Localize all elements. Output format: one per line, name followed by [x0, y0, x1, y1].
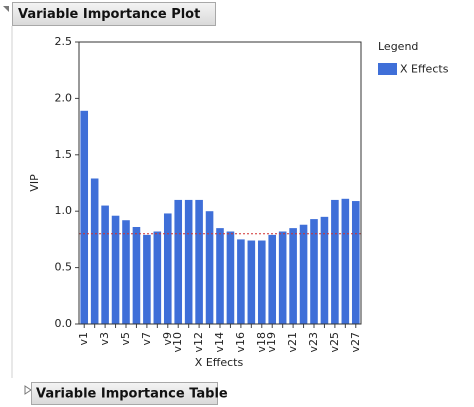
x-tick-label: v5 [119, 332, 132, 346]
y-tick-label: 2.0 [55, 91, 73, 104]
y-axis-label: VIP [28, 174, 41, 192]
y-tick-label: 2.5 [55, 35, 73, 48]
bar [132, 226, 141, 324]
bar [331, 199, 339, 324]
x-tick-label: v7 [140, 332, 153, 346]
outline-title: Variable Importance Table [36, 387, 228, 402]
outline-header[interactable] [12, 2, 216, 26]
bar [351, 201, 360, 324]
x-tick-label: v12 [192, 332, 205, 353]
disclosure-icon[interactable] [24, 385, 32, 395]
x-tick-label: v3 [98, 332, 111, 346]
x-tick-label: v10 [171, 332, 184, 353]
bar [226, 231, 235, 324]
x-axis-label: X Effects [195, 356, 244, 369]
y-tick-label: 1.0 [55, 204, 73, 217]
bar [289, 228, 297, 324]
x-tick-label: v27 [349, 332, 362, 353]
bar [216, 228, 224, 324]
y-tick-label: 0.0 [55, 317, 73, 330]
bar [341, 198, 350, 324]
bar [320, 216, 329, 324]
disclosure-icon[interactable] [3, 6, 9, 12]
outline-header[interactable] [31, 382, 218, 405]
bar [143, 234, 151, 324]
legend-label: X Effects [400, 63, 449, 76]
bar [247, 240, 256, 324]
bar [163, 213, 172, 324]
x-tick-label: v23 [307, 332, 320, 353]
bar [257, 240, 266, 324]
x-tick-label: v14 [213, 332, 226, 353]
bar [153, 231, 162, 324]
bar [111, 215, 120, 324]
x-tick-label: v18 [255, 332, 268, 353]
y-tick-label: 1.5 [55, 148, 73, 161]
bar [268, 234, 277, 324]
x-tick-label: v25 [328, 332, 341, 353]
bar [122, 220, 130, 324]
bar [80, 110, 89, 324]
y-tick-label: 0.5 [55, 261, 73, 274]
bar [101, 205, 109, 324]
bar [278, 231, 287, 324]
bar [174, 199, 183, 324]
bar [310, 219, 318, 324]
x-tick-label: v1 [77, 332, 90, 346]
legend-title: Legend [378, 40, 418, 53]
bar [90, 178, 99, 324]
x-tick-label: v19 [265, 332, 278, 353]
x-tick-label: v16 [234, 332, 247, 353]
bar [195, 199, 203, 324]
bar [299, 224, 308, 324]
bar [205, 211, 214, 324]
bar [184, 199, 193, 324]
legend-swatch [378, 63, 397, 75]
x-tick-label: v21 [286, 332, 299, 353]
outline-title: Variable Importance Plot [18, 7, 200, 22]
x-tick-label: v9 [161, 332, 174, 346]
plot-frame [78, 41, 362, 325]
bar [237, 239, 245, 324]
